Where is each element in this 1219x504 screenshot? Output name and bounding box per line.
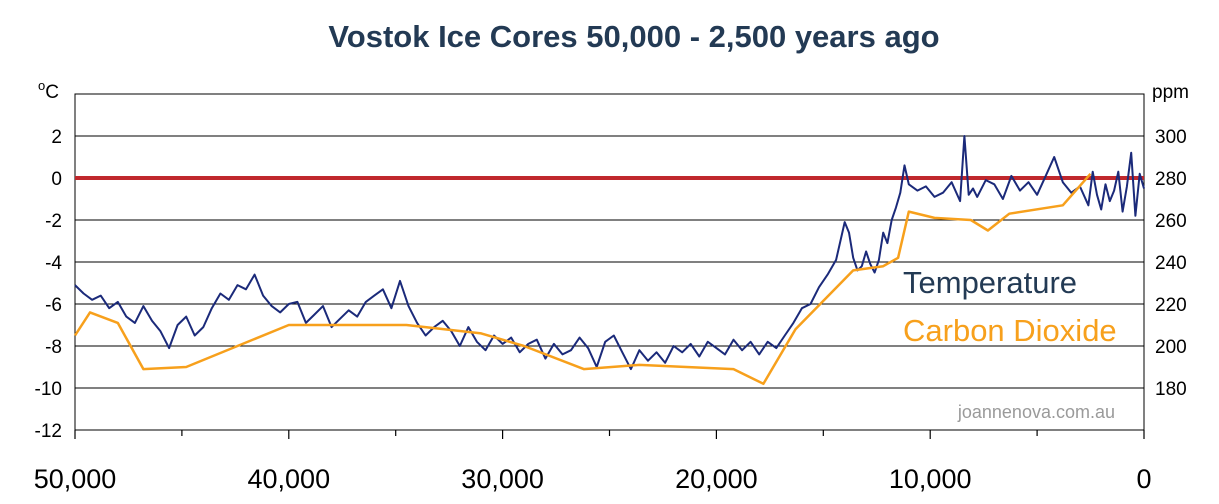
y-tick-label-left: 2 xyxy=(51,127,62,148)
x-tick-label: 30,000 xyxy=(461,464,544,494)
y-tick-label-left: -2 xyxy=(45,211,62,232)
x-tick-label: 20,000 xyxy=(675,464,758,494)
tick-layer: 2 0 -2 -4 -6 -8 -10 -12 300 280 260 240 220 200 180 50,… xyxy=(34,127,1187,494)
chart-title: Vostok Ice Cores 50,000 - 2,500 years ag… xyxy=(328,19,939,54)
x-tick-label: 50,000 xyxy=(34,464,117,494)
y-tick-label-right: 280 xyxy=(1155,169,1187,190)
y-tick-label-left: -10 xyxy=(35,379,62,400)
x-tick-label: 40,000 xyxy=(248,464,331,494)
y-tick-label-right: 260 xyxy=(1155,211,1187,232)
chart: Vostok Ice Cores 50,000 - 2,500 years ag… xyxy=(0,0,1219,504)
legend-carbon-dioxide: Carbon Dioxide xyxy=(903,313,1117,348)
y-tick-label-right: 300 xyxy=(1155,127,1187,148)
y-tick-label-right: 180 xyxy=(1155,379,1187,400)
y-tick-label-left: -8 xyxy=(45,337,62,358)
x-tick-label: 10,000 xyxy=(889,464,972,494)
y-tick-label-right: 240 xyxy=(1155,253,1187,274)
legend-temperature: Temperature xyxy=(903,265,1077,300)
y-axis-right-unit: ppm xyxy=(1152,82,1189,103)
y-tick-label-left: 0 xyxy=(51,169,62,190)
y-tick-label-left: -4 xyxy=(45,253,62,274)
y-tick-label-left: -12 xyxy=(35,421,62,442)
y-tick-label-left: -6 xyxy=(45,295,62,316)
y-axis-left-unit: oC xyxy=(38,78,59,103)
y-tick-label-right: 220 xyxy=(1155,295,1187,316)
watermark-annotation: joannenova.com.au xyxy=(957,402,1115,422)
x-tick-label: 0 xyxy=(1136,464,1151,494)
y-tick-label-right: 200 xyxy=(1155,337,1187,358)
